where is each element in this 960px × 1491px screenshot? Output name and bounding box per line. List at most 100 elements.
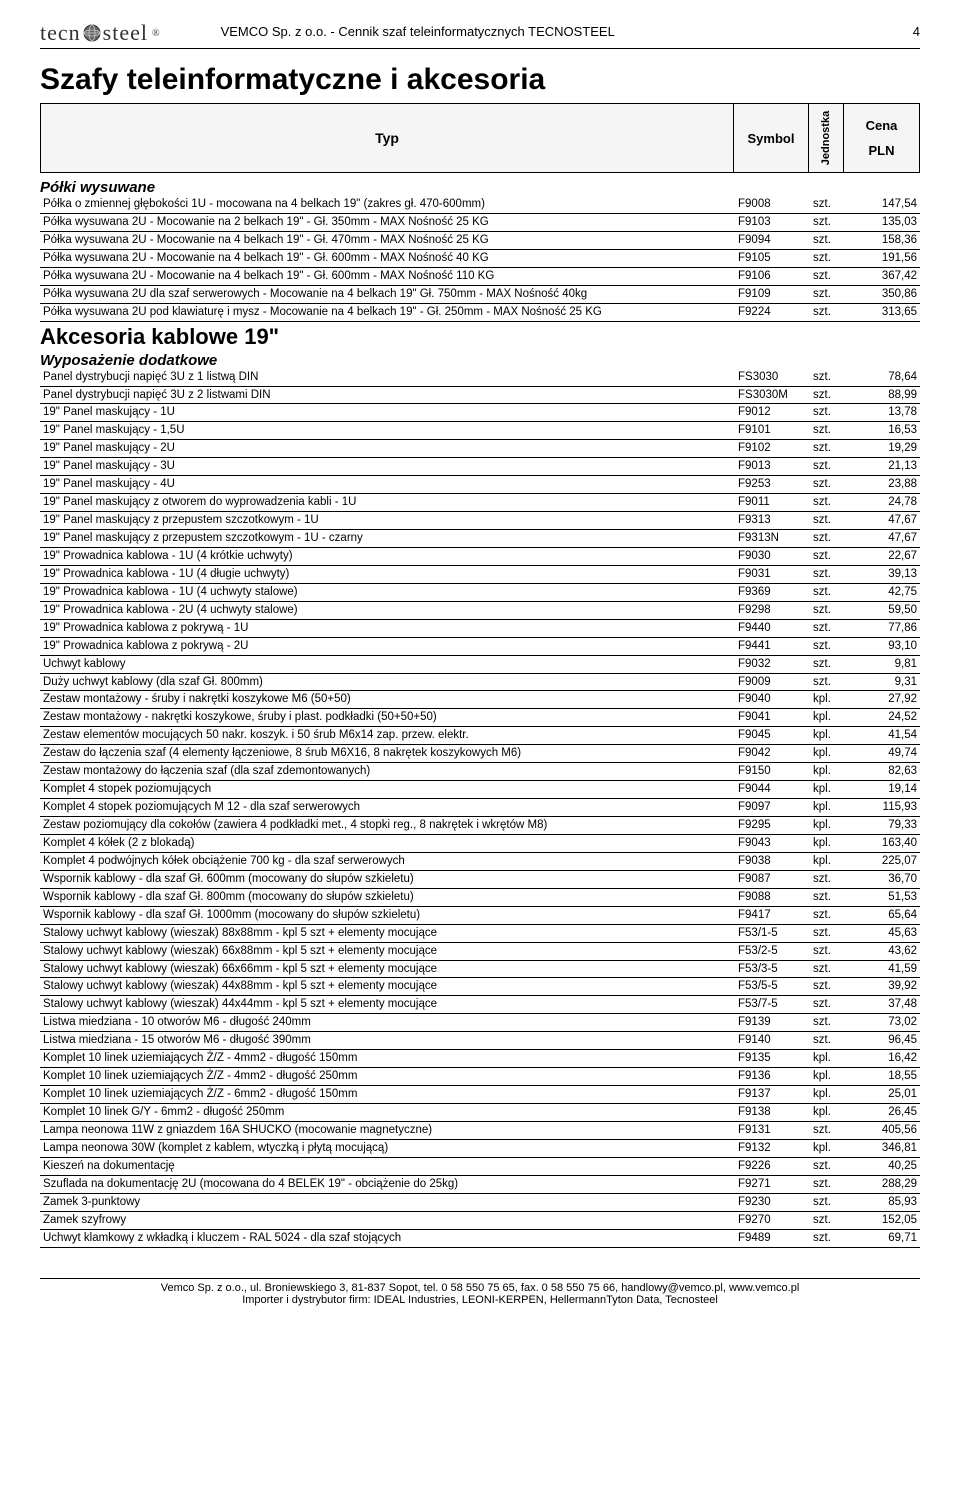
cell-unit: szt. — [810, 924, 845, 942]
table-row: Komplet 4 kółek (2 z blokadą)F9043kpl.16… — [40, 834, 920, 852]
cell-unit: kpl. — [810, 852, 845, 870]
table-row: Panel dystrybucji napięć 3U z 1 listwą D… — [40, 369, 920, 386]
table-row: Lampa neonowa 30W (komplet z kablem, wty… — [40, 1139, 920, 1157]
cell-description: Komplet 10 linek uziemiających Ż/Z - 6mm… — [40, 1086, 735, 1104]
table-row: 19" Panel maskujący - 3UF9013szt.21,13 — [40, 458, 920, 476]
cell-symbol: F9135 — [735, 1050, 810, 1068]
cell-price: 23,88 — [845, 476, 920, 494]
page-header: tecn steel ® VEMCO Sp. z o.o. - Cennik s… — [40, 20, 920, 49]
main-heading: Szafy teleinformatyczne i akcesoria — [40, 63, 920, 97]
cell-description: Stalowy uchwyt kablowy (wieszak) 44x88mm… — [40, 978, 735, 996]
cell-description: Panel dystrybucji napięć 3U z 2 listwami… — [40, 386, 735, 404]
cell-description: Szuflada na dokumentację 2U (mocowana do… — [40, 1175, 735, 1193]
table-row: Uchwyt kablowyF9032szt.9,81 — [40, 655, 920, 673]
cell-unit: szt. — [810, 655, 845, 673]
cell-price: 19,14 — [845, 781, 920, 799]
cell-description: Panel dystrybucji napięć 3U z 1 listwą D… — [40, 369, 735, 386]
cell-unit: szt. — [810, 1014, 845, 1032]
table-row: Komplet 4 stopek poziomujących M 12 - dl… — [40, 799, 920, 817]
table-row: Wspornik kablowy - dla szaf Gł. 600mm (m… — [40, 870, 920, 888]
cell-symbol: F9270 — [735, 1211, 810, 1229]
cell-description: Uchwyt kablowy — [40, 655, 735, 673]
cell-price: 49,74 — [845, 745, 920, 763]
cell-symbol: F9088 — [735, 888, 810, 906]
table-row: 19" Panel maskujący - 1,5UF9101szt.16,53 — [40, 422, 920, 440]
cell-price: 73,02 — [845, 1014, 920, 1032]
table-row: Zestaw poziomujący dla cokołów (zawiera … — [40, 817, 920, 835]
cell-description: 19" Panel maskujący z otworem do wyprowa… — [40, 494, 735, 512]
table-row: 19" Panel maskujący z przepustem szczotk… — [40, 530, 920, 548]
cell-description: Lampa neonowa 11W z gniazdem 16A SHUCKO … — [40, 1121, 735, 1139]
table-row: Komplet 10 linek uziemiających Ż/Z - 6mm… — [40, 1086, 920, 1104]
table-row: Lampa neonowa 11W z gniazdem 16A SHUCKO … — [40, 1121, 920, 1139]
cell-unit: kpl. — [810, 709, 845, 727]
cell-symbol: F9369 — [735, 583, 810, 601]
cell-unit: szt. — [810, 440, 845, 458]
cell-price: 405,56 — [845, 1121, 920, 1139]
cell-unit: szt. — [810, 386, 845, 404]
logo-text-1: tecn — [40, 20, 81, 46]
cell-price: 47,67 — [845, 530, 920, 548]
cell-price: 39,92 — [845, 978, 920, 996]
cell-price: 39,13 — [845, 565, 920, 583]
table-row: Zestaw montażowy - śruby i nakrętki kosz… — [40, 691, 920, 709]
cell-unit: szt. — [810, 1157, 845, 1175]
table-row: 19" Panel maskujący - 1UF9012szt.13,78 — [40, 404, 920, 422]
cell-symbol: F9009 — [735, 673, 810, 691]
cell-symbol: F9101 — [735, 422, 810, 440]
cell-unit: szt. — [810, 369, 845, 386]
cell-unit: szt. — [810, 213, 845, 231]
table-row: 19" Prowadnica kablowa - 1U (4 krótkie u… — [40, 547, 920, 565]
cell-unit: kpl. — [810, 1068, 845, 1086]
cell-unit: szt. — [810, 888, 845, 906]
cell-price: 152,05 — [845, 1211, 920, 1229]
cell-description: Wspornik kablowy - dla szaf Gł. 800mm (m… — [40, 888, 735, 906]
doc-title: VEMCO Sp. z o.o. - Cennik szaf teleinfor… — [161, 20, 913, 39]
cell-symbol: F9313 — [735, 512, 810, 530]
cell-symbol: F9043 — [735, 834, 810, 852]
cell-description: 19" Panel maskujący z przepustem szczotk… — [40, 512, 735, 530]
cell-description: Zestaw elementów mocujących 50 nakr. kos… — [40, 727, 735, 745]
cell-symbol: F9226 — [735, 1157, 810, 1175]
cell-description: Stalowy uchwyt kablowy (wieszak) 66x88mm… — [40, 942, 735, 960]
cell-description: 19" Prowadnica kablowa - 1U (4 krótkie u… — [40, 547, 735, 565]
subsection-title: Półki wysuwane — [40, 177, 920, 196]
cell-unit: szt. — [810, 1175, 845, 1193]
cell-price: 65,64 — [845, 906, 920, 924]
cell-symbol: F9032 — [735, 655, 810, 673]
cell-description: Stalowy uchwyt kablowy (wieszak) 88x88mm… — [40, 924, 735, 942]
table-row: Duży uchwyt kablowy (dla szaf Gł. 800mm)… — [40, 673, 920, 691]
cell-price: 25,01 — [845, 1086, 920, 1104]
cell-symbol: F9132 — [735, 1139, 810, 1157]
cell-price: 367,42 — [845, 267, 920, 285]
cell-price: 45,63 — [845, 924, 920, 942]
cell-unit: szt. — [810, 231, 845, 249]
cell-unit: szt. — [810, 960, 845, 978]
cell-price: 69,71 — [845, 1229, 920, 1247]
cell-symbol: F53/2-5 — [735, 942, 810, 960]
table-row: Półka o zmiennej głębokości 1U - mocowan… — [40, 196, 920, 213]
cell-unit: szt. — [810, 458, 845, 476]
table-row: Stalowy uchwyt kablowy (wieszak) 66x66mm… — [40, 960, 920, 978]
table-row: Komplet 10 linek uziemiających Ż/Z - 4mm… — [40, 1050, 920, 1068]
cell-description: Zamek 3-punktowy — [40, 1193, 735, 1211]
cell-description: Półka wysuwana 2U dla szaf serwerowych -… — [40, 285, 735, 303]
cell-price: 135,03 — [845, 213, 920, 231]
col-header-symbol: Symbol — [734, 104, 809, 172]
table-row: Listwa miedziana - 10 otworów M6 - długo… — [40, 1014, 920, 1032]
cell-unit: szt. — [810, 978, 845, 996]
cell-price: 16,53 — [845, 422, 920, 440]
table-row: Stalowy uchwyt kablowy (wieszak) 44x88mm… — [40, 978, 920, 996]
cell-symbol: F9230 — [735, 1193, 810, 1211]
table-row: Komplet 4 stopek poziomującychF9044kpl.1… — [40, 781, 920, 799]
cell-price: 78,64 — [845, 369, 920, 386]
cell-price: 346,81 — [845, 1139, 920, 1157]
cell-description: Półka wysuwana 2U - Mocowanie na 4 belka… — [40, 249, 735, 267]
cell-price: 51,53 — [845, 888, 920, 906]
cell-description: 19" Prowadnica kablowa - 2U (4 uchwyty s… — [40, 601, 735, 619]
cell-unit: kpl. — [810, 763, 845, 781]
table-row: Zestaw do łączenia szaf (4 elementy łącz… — [40, 745, 920, 763]
cell-description: Półka wysuwana 2U - Mocowanie na 2 belka… — [40, 213, 735, 231]
cell-description: 19" Panel maskujący - 1U — [40, 404, 735, 422]
cell-unit: szt. — [810, 494, 845, 512]
